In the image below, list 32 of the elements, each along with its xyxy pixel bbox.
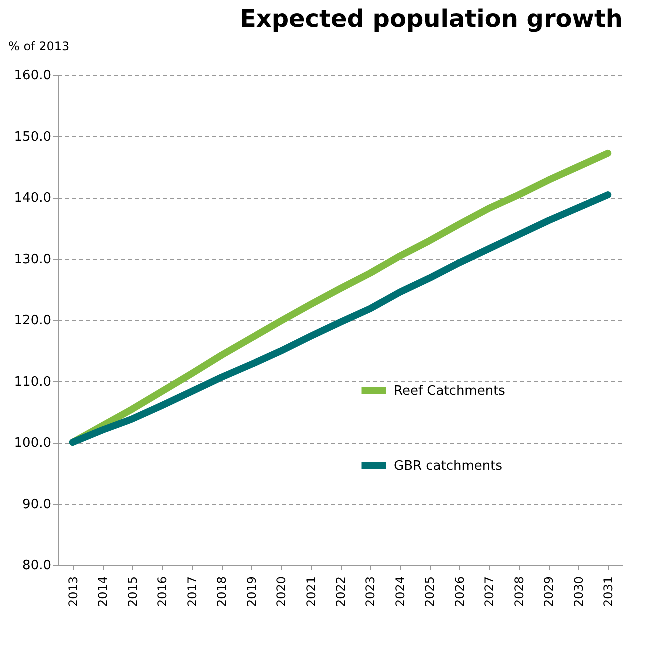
x-tick-label: 2027 [482,576,497,608]
x-tick-label: 2014 [96,576,110,608]
x-tick-label: 2013 [66,576,80,608]
legend-label: Reef Catchments [394,384,506,399]
y-tick-label: 80.0 [22,558,52,574]
y-tick-label: 110.0 [14,374,52,390]
x-tick-label: 2020 [274,576,289,608]
x-tick-label: 2026 [452,576,467,608]
x-tick-label: 2024 [393,576,408,608]
legend-label: GBR catchments [394,459,503,474]
y-axis-title: % of 2013 [8,40,70,54]
x-tick-label: 2023 [364,576,378,608]
x-tick-label: 2029 [542,576,556,608]
x-tick-label: 2022 [334,576,348,608]
y-tick-label: 150.0 [14,130,52,145]
y-tick-label: 160.0 [14,68,52,84]
y-tick-label: 120.0 [14,314,52,328]
y-tick-label: 130.0 [14,252,52,268]
x-tick-label: 2019 [244,576,259,608]
x-tick-label: 2015 [126,576,140,608]
y-tick-label: 140.0 [14,191,52,206]
y-tick-label: 90.0 [22,497,52,512]
x-tick-label: 2017 [185,576,200,608]
x-tick-label: 2031 [602,576,616,608]
chart-title: Expected population growth [240,5,623,33]
x-tick-label: 2018 [215,576,230,608]
x-tick-label: 2021 [304,576,318,608]
x-tick-label: 2030 [572,576,586,608]
x-tick-label: 2016 [156,576,170,608]
x-tick-label: 2025 [423,576,438,608]
x-tick-label: 2028 [512,576,526,608]
y-tick-label: 100.0 [14,436,52,451]
